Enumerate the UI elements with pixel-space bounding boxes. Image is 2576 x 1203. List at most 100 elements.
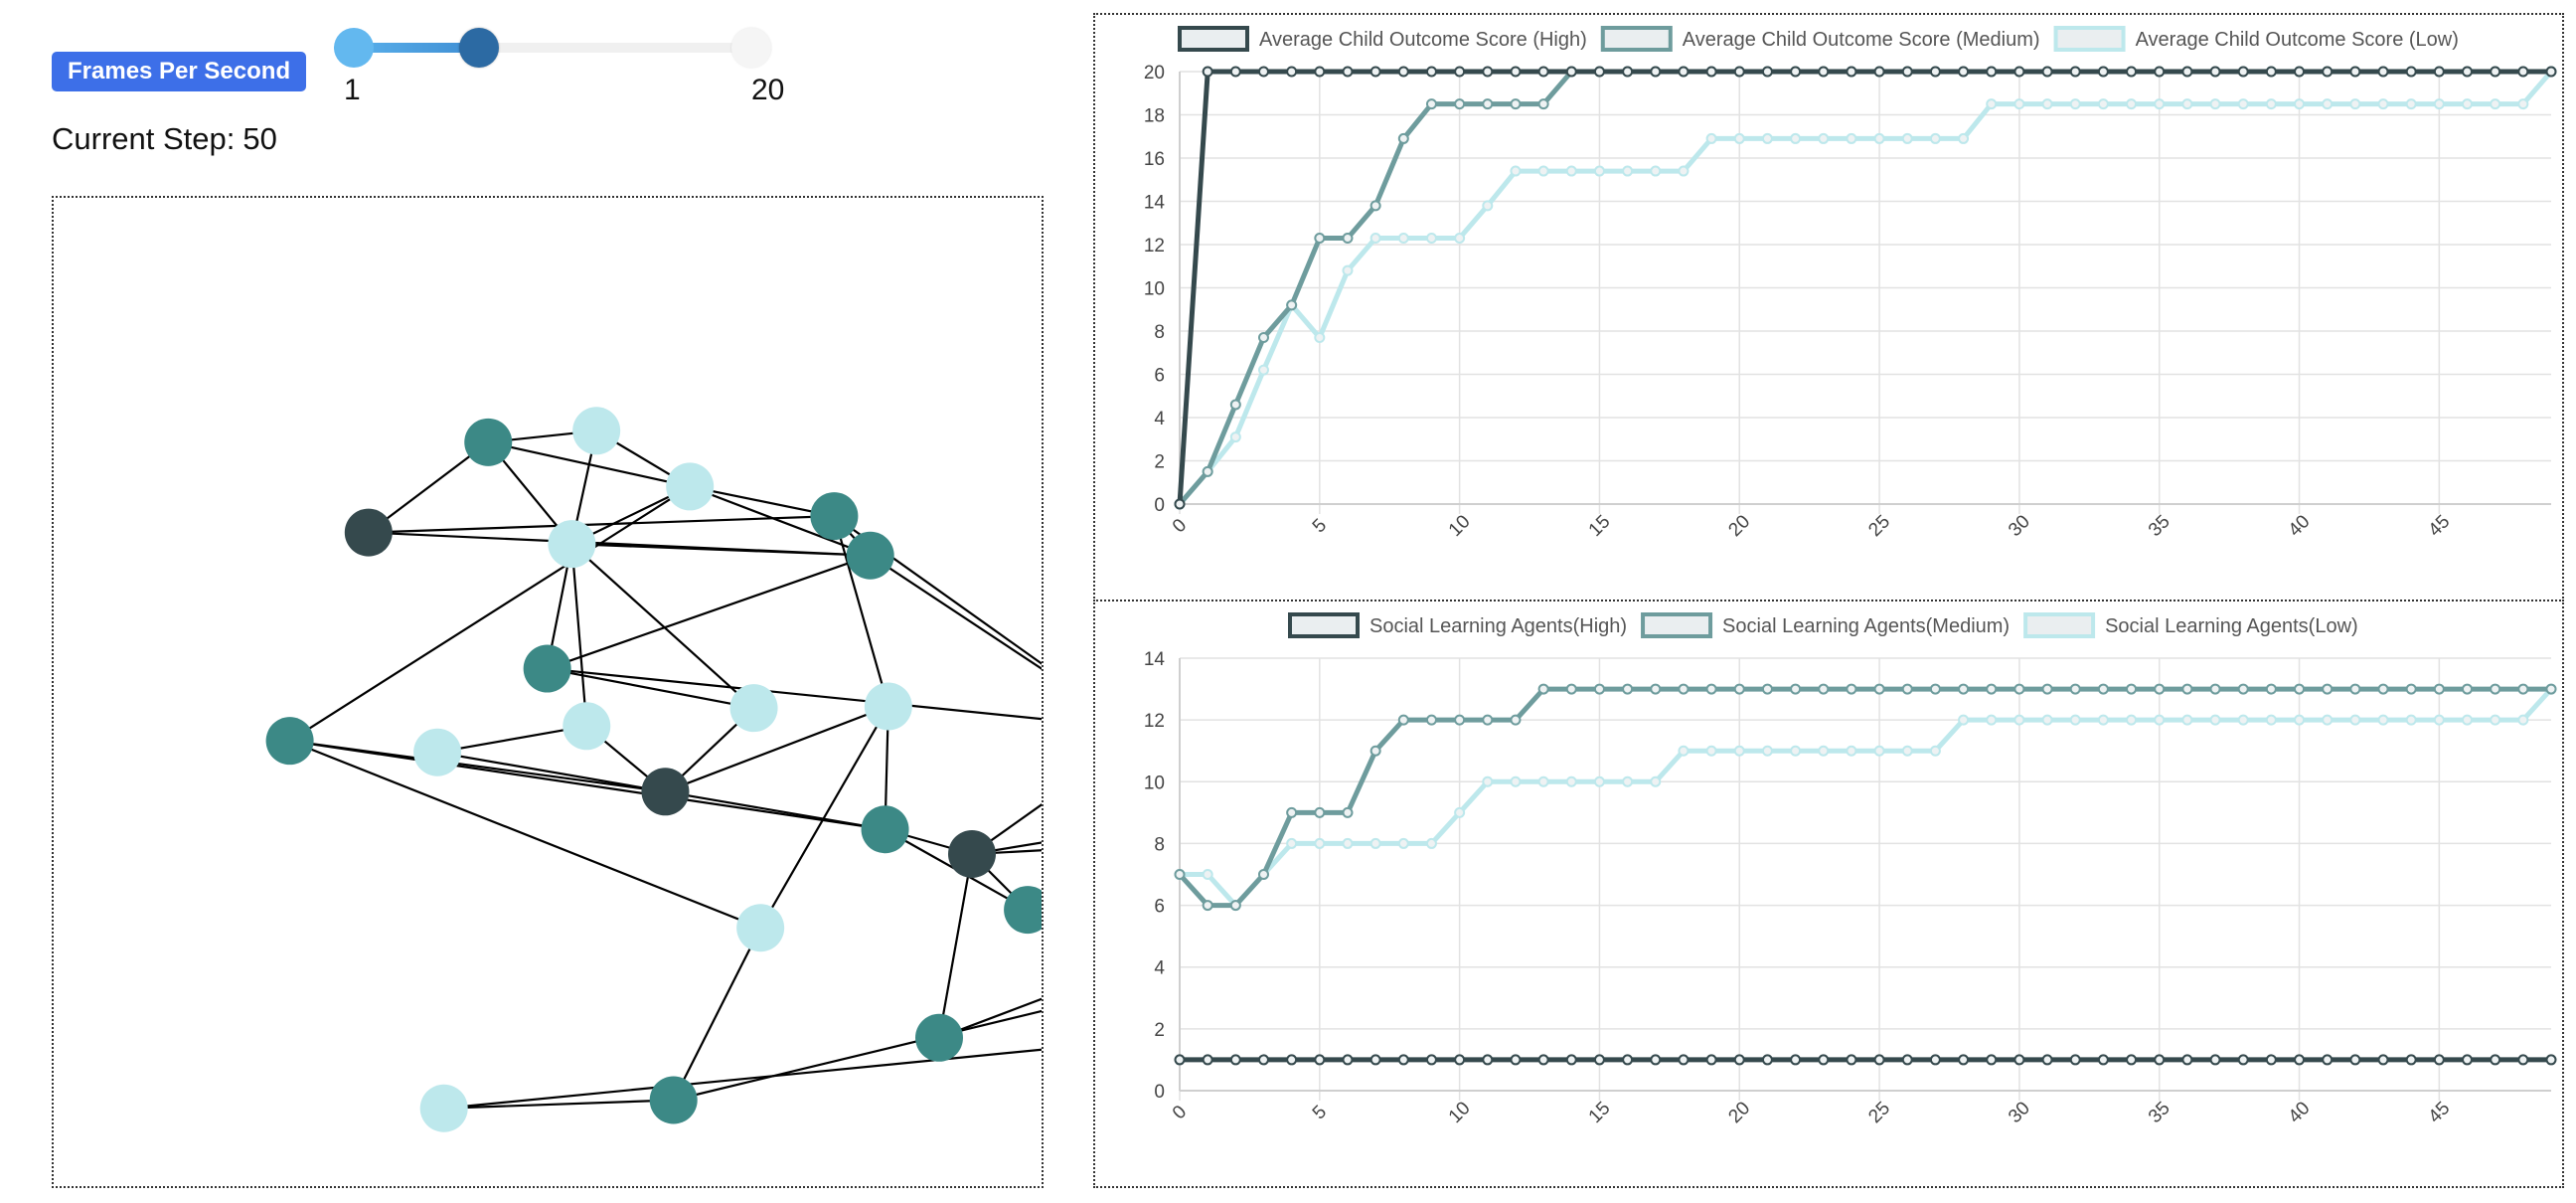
network-node-low[interactable] [563, 702, 611, 751]
y-tick-label: 14 [1144, 193, 1166, 214]
data-point [1174, 1054, 1186, 1066]
x-tick-label: 5 [1309, 1102, 1331, 1123]
data-point [1986, 98, 1998, 110]
data-point [1510, 775, 1522, 787]
data-point [2517, 66, 2529, 78]
y-tick-label: 6 [1154, 897, 1165, 918]
data-point [1790, 745, 1802, 757]
network-node-medium[interactable] [846, 531, 894, 580]
slider-thumb[interactable] [459, 28, 500, 68]
data-point [1369, 1054, 1381, 1066]
network-node-medium[interactable] [915, 1013, 963, 1062]
network-edge [547, 554, 872, 670]
data-point [1425, 837, 1437, 849]
network-node-low[interactable] [419, 1084, 468, 1132]
series-line [1174, 683, 2557, 912]
legend-label[interactable]: Average Child Outcome Score (Medium) [1683, 29, 2040, 51]
data-point [2126, 683, 2138, 695]
data-point [1482, 98, 1494, 110]
data-point [2294, 714, 2306, 726]
legend-label[interactable]: Average Child Outcome Score (High) [1259, 29, 1587, 51]
data-point [1202, 869, 1213, 880]
data-point [1397, 132, 1409, 144]
legend-swatch[interactable] [1288, 612, 1360, 638]
data-point [2433, 714, 2445, 726]
data-point [2069, 1054, 2081, 1066]
chart-grid [1179, 71, 2551, 514]
slider-track[interactable] [334, 43, 771, 53]
network-node-medium[interactable] [1004, 886, 1042, 935]
data-point [2209, 714, 2221, 726]
data-point [1733, 132, 1745, 144]
data-point [1174, 498, 1186, 510]
legend-swatch[interactable] [1600, 26, 1673, 52]
data-point [2041, 1054, 2053, 1066]
network-node-medium[interactable] [464, 418, 513, 466]
data-point [2405, 98, 2417, 110]
legend-label[interactable]: Average Child Outcome Score (Low) [2136, 29, 2459, 51]
data-point [2126, 98, 2138, 110]
slider-end-knob [731, 28, 771, 68]
data-point [1229, 399, 1241, 411]
network-node-high[interactable] [344, 508, 393, 557]
network-node-low[interactable] [548, 520, 596, 569]
network-node-high[interactable] [641, 768, 690, 816]
data-point [2097, 714, 2109, 726]
x-tick-label: 10 [1445, 511, 1475, 541]
data-point [2181, 1054, 2193, 1066]
legend-swatch[interactable] [1178, 26, 1249, 52]
data-point [2209, 98, 2221, 110]
network-node-medium[interactable] [265, 717, 314, 766]
data-point [2041, 98, 2053, 110]
network-node-low[interactable] [864, 682, 912, 731]
data-point [1202, 1054, 1213, 1066]
data-point [2322, 98, 2334, 110]
data-point [2294, 98, 2306, 110]
data-point [1678, 165, 1690, 177]
data-point [2069, 714, 2081, 726]
data-point [1873, 683, 1885, 695]
legend-label[interactable]: Social Learning Agents(Medium) [1722, 615, 2010, 637]
data-point [1454, 806, 1466, 818]
legend-label[interactable]: Social Learning Agents(High) [1369, 615, 1627, 637]
data-point [2126, 66, 2138, 78]
network-node-low[interactable] [413, 728, 462, 776]
network-edge [672, 927, 762, 1101]
data-point [2181, 714, 2193, 726]
legend-swatch[interactable] [1641, 612, 1713, 638]
data-point [1482, 1054, 1494, 1066]
data-point [1705, 1054, 1717, 1066]
y-tick-label: 14 [1144, 649, 1166, 670]
chart-legend: Average Child Outcome Score (High) Averag… [1178, 26, 2459, 52]
data-point [2433, 98, 2445, 110]
legend-label[interactable]: Social Learning Agents(Low) [2105, 615, 2358, 637]
x-tick-label: 45 [2425, 511, 2455, 541]
data-point [1537, 775, 1549, 787]
network-node-medium[interactable] [649, 1076, 698, 1124]
network-node-low[interactable] [666, 462, 715, 511]
network-node-medium[interactable] [861, 805, 909, 854]
data-point [2154, 683, 2166, 695]
network-node-low[interactable] [572, 407, 621, 455]
legend-swatch[interactable] [2053, 26, 2126, 52]
fps-slider[interactable] [334, 28, 791, 68]
network-node-low[interactable] [729, 684, 778, 733]
network-edge [971, 841, 1042, 856]
data-point [2405, 66, 2417, 78]
data-point [1733, 683, 1745, 695]
legend-swatch[interactable] [2023, 612, 2096, 638]
data-point [1286, 806, 1298, 818]
data-point [1510, 1054, 1522, 1066]
network-canvas[interactable] [52, 196, 1044, 1188]
data-point [1958, 1054, 1970, 1066]
network-node-low[interactable] [736, 904, 785, 952]
data-point [1986, 714, 1998, 726]
data-point [1929, 745, 1941, 757]
network-node-high[interactable] [948, 830, 996, 878]
network-node-medium[interactable] [523, 644, 571, 693]
data-point [2322, 1054, 2334, 1066]
data-point [1565, 775, 1577, 787]
data-point [1958, 66, 1970, 78]
data-point [1286, 66, 1298, 78]
network-node-medium[interactable] [810, 492, 859, 541]
